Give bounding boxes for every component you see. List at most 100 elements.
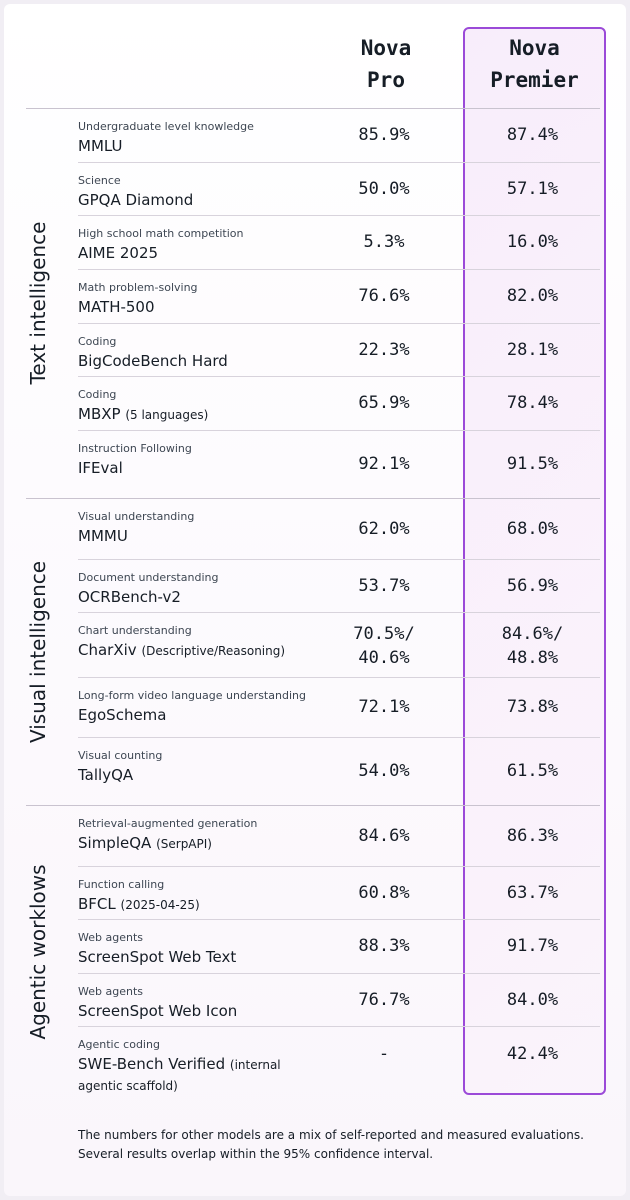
benchmark-name: IFEval	[78, 458, 123, 478]
nova-premier-score-value: 73.8%	[506, 697, 559, 717]
table-row: Web agents ScreenSpot Web Text 88.3% 91.7%	[4, 919, 626, 973]
benchmark-name-text: ScreenSpot Web Icon	[78, 1002, 238, 1020]
nova-premier-score: 68.0%	[461, 517, 604, 541]
nova-pro-score: 62.0%	[324, 517, 444, 541]
nova-premier-score: 28.1%	[461, 338, 604, 362]
column-header-nova-pro-line1: Nova	[360, 36, 412, 60]
benchmark-category: Agentic coding	[78, 1038, 160, 1051]
nova-pro-score-value: 40.6%	[358, 648, 410, 668]
row-divider	[78, 612, 600, 613]
column-header-nova-premier-line2: Premier	[490, 68, 579, 92]
benchmark-name-text: EgoSchema	[78, 706, 167, 724]
row-divider	[78, 1026, 600, 1027]
nova-pro-score-value: 50.0%	[358, 179, 410, 199]
table-row: Visual understanding MMMU 62.0% 68.0%	[4, 498, 626, 559]
benchmark-category: Document understanding	[78, 571, 219, 584]
nova-premier-score-value: 56.9%	[506, 576, 559, 596]
nova-pro-score-value: -	[378, 1044, 390, 1064]
benchmark-name-text: MMMU	[78, 527, 128, 545]
nova-premier-column-highlight	[463, 27, 606, 1095]
table-row: High school math competition AIME 2025 5.3…	[4, 215, 626, 269]
table-row: Chart understanding CharXiv (Descriptive/…	[4, 612, 626, 677]
nova-pro-score: 70.5%/ 40.6%	[324, 622, 444, 670]
benchmark-category: Science	[78, 174, 121, 187]
nova-pro-score: 76.7%	[324, 988, 444, 1012]
group-label: Text intelligence	[26, 221, 50, 385]
nova-pro-score: 85.9%	[324, 123, 444, 147]
table-row: Math problem-solving MATH-500 76.6% 82.0%	[4, 269, 626, 323]
benchmark-name-text: BigCodeBench Hard	[78, 352, 228, 370]
nova-premier-score: 16.0%	[461, 230, 604, 254]
benchmark-name-text: AIME 2025	[78, 244, 159, 262]
group-divider	[26, 498, 600, 499]
nova-premier-score: 42.4%	[461, 1042, 604, 1066]
benchmark-category: Web agents	[78, 985, 143, 998]
table-row: Retrieval-augmented generation SimpleQA (…	[4, 805, 626, 866]
nova-pro-score-value: 5.3%	[363, 232, 405, 252]
benchmark-name: TallyQA	[78, 765, 133, 785]
column-header-nova-pro: Nova Pro	[326, 32, 446, 102]
benchmark-name: CharXiv (Descriptive/Reasoning)	[78, 640, 285, 661]
benchmark-name-text: IFEval	[78, 459, 123, 477]
nova-pro-score: 54.0%	[324, 759, 444, 783]
nova-pro-score-value: 70.5%/	[353, 624, 415, 644]
benchmark-name-text: SimpleQA	[78, 834, 152, 852]
row-divider	[78, 919, 600, 920]
nova-premier-score-value: 91.5%	[506, 454, 559, 474]
nova-pro-score-value: 54.0%	[358, 761, 410, 781]
benchmark-note: (5 languages)	[125, 408, 209, 422]
row-divider	[78, 215, 600, 216]
benchmark-category: Function calling	[78, 878, 165, 891]
benchmark-name-text: MBXP	[78, 405, 121, 423]
benchmark-name-text: BFCL	[78, 895, 116, 913]
nova-pro-score: 60.8%	[324, 881, 444, 905]
nova-premier-score-value: 48.8%	[506, 648, 559, 668]
nova-pro-score-value: 22.3%	[358, 340, 410, 360]
benchmark-name-text: CharXiv	[78, 641, 137, 659]
benchmark-category: Web agents	[78, 931, 143, 944]
nova-pro-score: 72.1%	[324, 695, 444, 719]
nova-pro-score-value: 60.8%	[358, 883, 410, 903]
benchmark-card: Nova Pro Nova Premier Undergraduate leve…	[4, 4, 626, 1196]
benchmark-name: MMMU	[78, 526, 128, 546]
nova-premier-score: 82.0%	[461, 284, 604, 308]
table-row: Agentic coding SWE-Bench Verified (intern…	[4, 1026, 626, 1098]
nova-premier-score: 61.5%	[461, 759, 604, 783]
benchmark-category: Coding	[78, 335, 117, 348]
benchmark-name: OCRBench-v2	[78, 587, 181, 607]
nova-premier-score-value: 87.4%	[506, 125, 559, 145]
benchmark-name: ScreenSpot Web Text	[78, 947, 236, 967]
benchmark-category: Chart understanding	[78, 624, 192, 637]
nova-premier-score-value: 84.6%/	[501, 624, 564, 644]
nova-pro-score-value: 76.7%	[358, 990, 410, 1010]
nova-premier-score: 63.7%	[461, 881, 604, 905]
nova-premier-score-value: 84.0%	[506, 990, 559, 1010]
nova-pro-score: 53.7%	[324, 574, 444, 598]
nova-pro-score-value: 65.9%	[358, 393, 410, 413]
group-divider	[26, 805, 600, 806]
benchmark-note: (internal	[229, 1058, 281, 1072]
table-row: Visual counting TallyQA 54.0% 61.5%	[4, 737, 626, 805]
benchmark-name-text: TallyQA	[78, 766, 134, 784]
table-row: Document understanding OCRBench-v2 53.7% 56…	[4, 559, 626, 612]
benchmark-category: Visual understanding	[78, 510, 195, 523]
benchmark-note: (2025-04-25)	[120, 898, 200, 912]
nova-pro-score-value: 62.0%	[358, 519, 410, 539]
benchmark-note: (SerpAPI)	[156, 837, 212, 851]
benchmark-name-text: ScreenSpot Web Text	[78, 948, 237, 966]
nova-premier-score-value: 42.4%	[506, 1044, 559, 1064]
benchmark-name: MBXP (5 languages)	[78, 404, 208, 425]
nova-premier-score: 56.9%	[461, 574, 604, 598]
nova-pro-score-value: 85.9%	[358, 125, 410, 145]
row-divider	[78, 430, 600, 431]
nova-premier-score-value: 86.3%	[506, 826, 559, 846]
nova-pro-score: 92.1%	[324, 452, 444, 476]
nova-pro-score: 84.6%	[324, 824, 444, 848]
benchmark-name-text: MMLU	[78, 137, 123, 155]
table-row: Web agents ScreenSpot Web Icon 76.7% 84.0%	[4, 973, 626, 1026]
benchmark-category: Instruction Following	[78, 442, 192, 455]
benchmark-name-text: GPQA Diamond	[78, 191, 194, 209]
benchmark-category: Retrieval-augmented generation	[78, 817, 258, 830]
nova-premier-score-value: 28.1%	[506, 340, 559, 360]
row-divider	[78, 269, 600, 270]
